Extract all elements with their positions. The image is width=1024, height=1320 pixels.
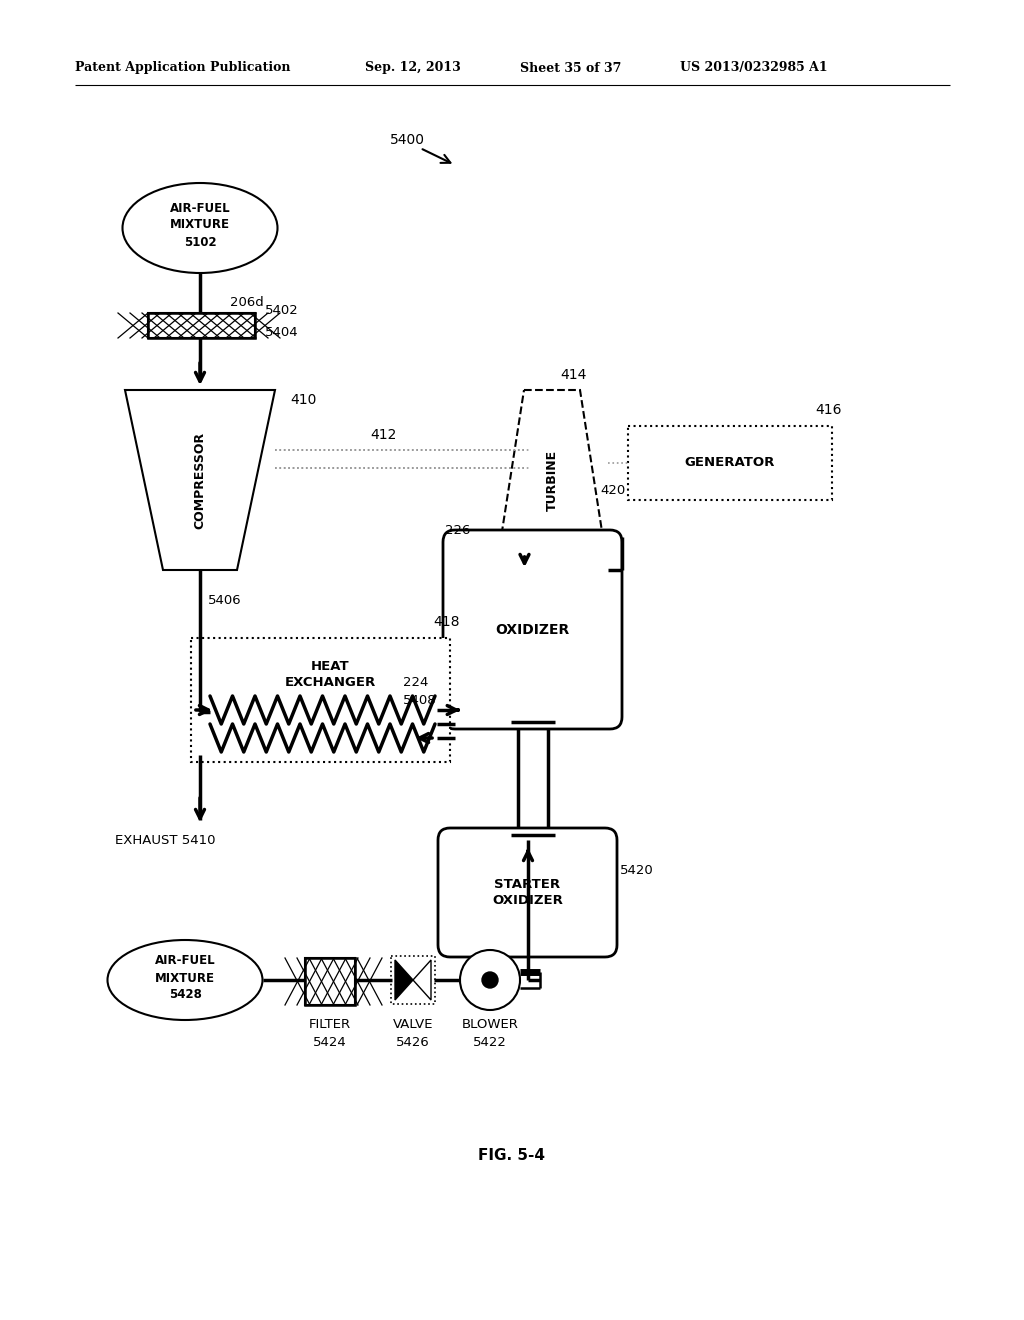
Circle shape bbox=[482, 972, 498, 987]
Text: 206d: 206d bbox=[230, 296, 264, 309]
Text: COMPRESSOR: COMPRESSOR bbox=[194, 432, 207, 528]
Text: 412: 412 bbox=[370, 428, 396, 442]
Text: US 2013/0232985 A1: US 2013/0232985 A1 bbox=[680, 62, 827, 74]
Text: 5402: 5402 bbox=[265, 304, 299, 317]
Text: 5400: 5400 bbox=[390, 133, 425, 147]
Text: 5408: 5408 bbox=[403, 693, 436, 706]
Text: FILTER: FILTER bbox=[309, 1019, 351, 1031]
Text: GENERATOR: GENERATOR bbox=[685, 457, 775, 470]
Text: STARTER
OXIDIZER: STARTER OXIDIZER bbox=[493, 878, 563, 908]
Text: 418: 418 bbox=[433, 615, 460, 630]
Text: AIR-FUEL
MIXTURE
5102: AIR-FUEL MIXTURE 5102 bbox=[170, 202, 230, 248]
Text: BLOWER: BLOWER bbox=[462, 1019, 518, 1031]
Polygon shape bbox=[395, 960, 413, 1001]
FancyBboxPatch shape bbox=[305, 958, 355, 1005]
Text: 5404: 5404 bbox=[265, 326, 299, 339]
Text: 5424: 5424 bbox=[313, 1035, 347, 1048]
FancyBboxPatch shape bbox=[191, 638, 450, 762]
Text: Sheet 35 of 37: Sheet 35 of 37 bbox=[520, 62, 622, 74]
Text: 226: 226 bbox=[445, 524, 470, 536]
Text: 420: 420 bbox=[600, 483, 626, 496]
Text: 5422: 5422 bbox=[473, 1035, 507, 1048]
Text: 5406: 5406 bbox=[208, 594, 242, 606]
Text: Patent Application Publication: Patent Application Publication bbox=[75, 62, 291, 74]
FancyBboxPatch shape bbox=[628, 426, 831, 500]
Text: TURBINE: TURBINE bbox=[546, 449, 558, 511]
FancyBboxPatch shape bbox=[443, 531, 622, 729]
Text: 5426: 5426 bbox=[396, 1035, 430, 1048]
FancyBboxPatch shape bbox=[148, 313, 255, 338]
Polygon shape bbox=[125, 389, 275, 570]
Text: 416: 416 bbox=[815, 403, 842, 417]
Text: EXHAUST 5410: EXHAUST 5410 bbox=[115, 833, 215, 846]
Text: VALVE: VALVE bbox=[393, 1019, 433, 1031]
Circle shape bbox=[460, 950, 520, 1010]
Text: OXIDIZER: OXIDIZER bbox=[496, 623, 569, 636]
Text: HEAT
EXCHANGER: HEAT EXCHANGER bbox=[285, 660, 376, 689]
Text: 414: 414 bbox=[560, 368, 587, 381]
Text: 5420: 5420 bbox=[620, 863, 653, 876]
Text: Sep. 12, 2013: Sep. 12, 2013 bbox=[365, 62, 461, 74]
Text: FIG. 5-4: FIG. 5-4 bbox=[478, 1147, 546, 1163]
Text: AIR-FUEL
MIXTURE
5428: AIR-FUEL MIXTURE 5428 bbox=[155, 954, 215, 1002]
Polygon shape bbox=[496, 389, 608, 570]
FancyBboxPatch shape bbox=[438, 828, 617, 957]
Text: 410: 410 bbox=[290, 393, 316, 407]
Text: 224: 224 bbox=[403, 676, 428, 689]
FancyBboxPatch shape bbox=[391, 956, 435, 1005]
